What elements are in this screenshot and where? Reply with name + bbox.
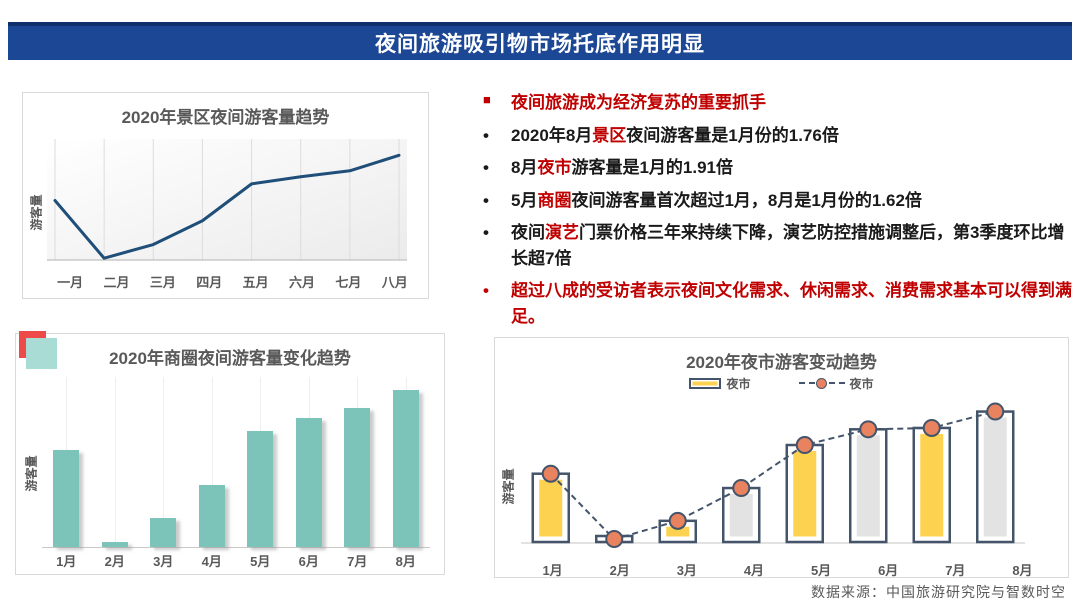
y-axis-label: 游客量	[24, 455, 39, 492]
x-tick-label: 三月	[149, 275, 176, 290]
x-tick-label: 4月	[743, 563, 765, 578]
bullet-item: • 夜间演艺门票价格三年来持续下降，演艺防控措施调整后，第3季度环比增长超7倍	[483, 220, 1077, 271]
legend-item-line: 夜市	[798, 375, 874, 392]
bar-slot	[382, 377, 431, 547]
combo-plot	[521, 402, 1025, 548]
nightmarket-visitors-combo-chart: 2020年夜市游客变动趋势 夜市 夜市 游客量 1月 2月 3月 4月 5月 6月 7月 8月	[494, 337, 1069, 578]
bullet-item: • 超过八成的受访者表示夜间文化需求、休闲需求、消费需求基本可以得到满足。	[483, 278, 1077, 329]
bar-slot	[188, 377, 237, 547]
bullet-text: 5月商圈夜间游客量首次超过1月，8月是1月份的1.62倍	[511, 190, 922, 210]
x-tick-label: 8月	[395, 554, 416, 569]
x-tick-label: 七月	[335, 275, 362, 290]
bullet-text: 超过八成的受访者表示夜间文化需求、休闲需求、消费需求基本可以得到满足。	[511, 281, 1072, 326]
x-tick-label: 五月	[242, 275, 269, 290]
vertical-gridline	[211, 377, 213, 547]
bar	[198, 484, 225, 547]
bar	[247, 431, 274, 547]
x-axis-labels: 1月 2月 3月 4月 5月 6月 7月 8月	[42, 551, 430, 570]
y-axis-label: 游客量	[29, 194, 44, 231]
bullet-marker: •	[483, 281, 489, 300]
chart-title: 2020年商圈夜间游客量变化趋势	[109, 349, 351, 368]
marker-dot-icon	[815, 378, 827, 389]
bullet-item: • 5月商圈夜间游客量首次超过1月，8月是1月份的1.62倍	[483, 188, 1077, 214]
bullet-text: 8月夜市游客量是1月的1.91倍	[511, 158, 734, 177]
line-plot	[47, 139, 407, 261]
bullet-marker: •	[483, 158, 489, 177]
bar	[295, 417, 322, 547]
x-tick-label: 3月	[676, 563, 697, 578]
bar	[392, 389, 419, 547]
bullet-marker: ■	[483, 92, 491, 107]
y-axis-label: 游客量	[501, 468, 516, 505]
x-tick-label: 5月	[250, 554, 271, 569]
chart-legend: 夜市 夜市	[495, 374, 1068, 392]
corner-decoration	[19, 331, 63, 375]
chart-title: 2020年夜市游客变动趋势	[686, 353, 877, 372]
bar-slot	[285, 377, 334, 547]
bar	[101, 542, 128, 547]
x-tick-label: 八月	[381, 275, 408, 290]
page-title: 夜间旅游吸引物市场托底作用明显	[375, 33, 705, 56]
bullet-item: • 8月夜市游客量是1月的1.91倍	[483, 155, 1077, 181]
bar-slot	[333, 377, 382, 547]
x-tick-label: 二月	[103, 275, 130, 290]
x-tick-label: 1月	[542, 563, 563, 578]
bullet-item: • 2020年8月景区夜间游客量是1月份的1.76倍	[483, 123, 1077, 149]
x-tick-label: 4月	[201, 554, 222, 569]
x-tick-label: 7月	[347, 554, 368, 569]
x-tick-label: 5月	[810, 563, 832, 578]
legend-label: 夜市	[726, 376, 751, 391]
title-banner: 夜间旅游吸引物市场托底作用明显	[8, 22, 1072, 60]
vertical-gridline	[163, 377, 165, 547]
bar	[344, 408, 371, 547]
x-tick-label: 6月	[878, 563, 899, 578]
x-tick-label: 3月	[153, 554, 174, 569]
x-tick-label: 2月	[104, 554, 125, 569]
bullet-text: 2020年8月景区夜间游客量是1月份的1.76倍	[511, 125, 839, 145]
vertical-gridline	[114, 377, 116, 547]
bar	[53, 449, 80, 547]
bar-plot	[42, 377, 430, 548]
x-tick-label: 六月	[289, 275, 316, 290]
x-tick-label: 1月	[56, 554, 77, 569]
bar-series-swatch	[689, 377, 722, 389]
x-tick-label: 一月	[57, 275, 84, 290]
x-axis-labels: 1月 2月 3月 4月 5月 6月 7月 8月	[519, 560, 1056, 579]
x-axis-labels: 一月 二月 三月 四月 五月 六月 七月 八月	[47, 272, 418, 291]
bar-slot	[91, 377, 140, 547]
scenic-night-visitors-line-chart: 2020年景区夜间游客量趋势 游客量 一月 二月 三月 四月 五月 六月 七月 八月	[22, 92, 429, 299]
x-tick-label: 2月	[609, 563, 630, 578]
line-series-swatch	[798, 378, 845, 389]
x-tick-label: 7月	[945, 563, 966, 578]
district-night-visitors-bar-chart: 2020年商圈夜间游客量变化趋势 游客量 1月 2月 3月 4月 5月 6月 7月 8月	[15, 331, 445, 575]
bullet-marker: •	[483, 223, 489, 242]
bullet-marker: •	[483, 190, 489, 210]
key-points-list: ■ 夜间旅游成为经济复苏的重要抓手 • 2020年8月景区夜间游客量是1月份的1.76…	[483, 90, 1077, 336]
decor-teal-square	[26, 338, 57, 369]
bullet-item: ■ 夜间旅游成为经济复苏的重要抓手	[483, 90, 1077, 116]
bar-slot	[236, 377, 285, 547]
bullet-text: 夜间旅游成为经济复苏的重要抓手	[511, 93, 766, 112]
bullet-marker: •	[483, 125, 489, 145]
x-tick-label: 8月	[1012, 563, 1033, 578]
bar	[150, 517, 177, 547]
x-tick-label: 6月	[298, 554, 319, 569]
bar-slot	[139, 377, 188, 547]
x-tick-label: 四月	[196, 275, 223, 290]
bar-slot	[42, 377, 91, 547]
chart-title: 2020年景区夜间游客量趋势	[121, 108, 330, 127]
legend-item-bar: 夜市	[689, 375, 751, 392]
bullet-text: 夜间演艺门票价格三年来持续下降，演艺防控措施调整后，第3季度环比增长超7倍	[511, 223, 1065, 268]
data-source: 数据来源：中国旅游研究院与智数时空	[811, 585, 1066, 601]
legend-label: 夜市	[849, 376, 874, 391]
